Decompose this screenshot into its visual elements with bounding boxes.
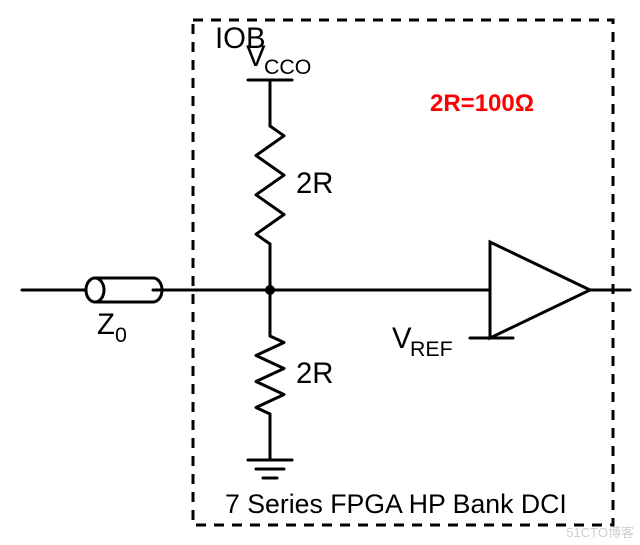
comparator-buffer — [490, 242, 590, 338]
: V — [246, 40, 266, 73]
label-vref: VREF — [392, 322, 453, 361]
: Z — [97, 308, 115, 341]
: 0 — [115, 323, 127, 347]
label-z0: Z0 — [97, 308, 127, 347]
annotation-2r-equals-100ohm: 2R=100Ω — [430, 90, 534, 118]
: REF — [410, 337, 453, 361]
: CCO — [264, 55, 311, 79]
resistor-upper-2r — [256, 110, 284, 260]
label-2r-lower: 2R — [296, 357, 334, 390]
label-vcco: VCCO — [246, 40, 311, 79]
caption-7series-dci: 7 Series FPGA HP Bank DCI — [225, 489, 567, 519]
resistor-lower-2r — [256, 320, 284, 430]
transmission-line-z0 — [86, 278, 162, 302]
ground-symbol — [248, 460, 292, 478]
watermark: 51CTO博客 — [566, 522, 634, 541]
label-2r-upper: 2R — [296, 167, 334, 200]
: V — [392, 322, 412, 355]
